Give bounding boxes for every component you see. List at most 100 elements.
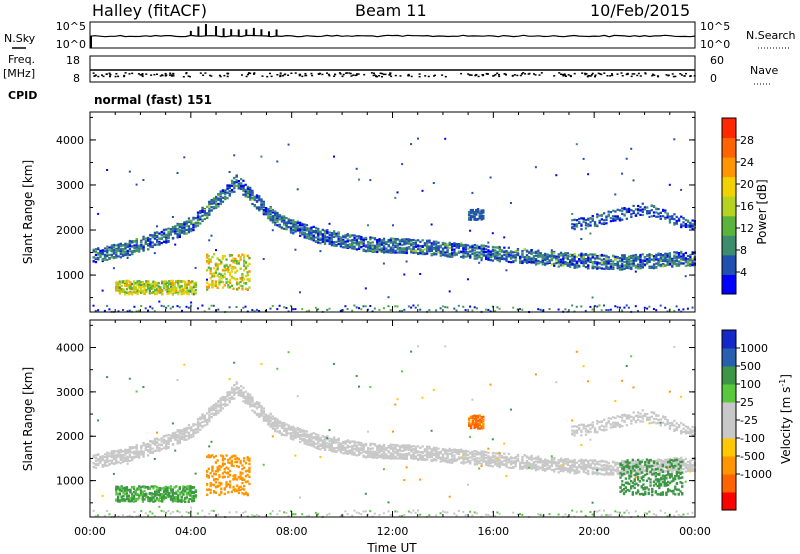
power-echo-cell — [623, 306, 626, 309]
power-echo-cell — [323, 232, 327, 235]
velocity-echo-cell — [210, 416, 213, 419]
power-echo-cell — [612, 217, 615, 220]
velocity-echo-cell — [187, 434, 191, 437]
power-echo-cell — [292, 221, 295, 224]
velocity-echo-cell — [244, 402, 247, 405]
power-echo-cell — [639, 260, 642, 264]
power-echo-cell — [380, 239, 383, 242]
power-echo-cell — [652, 211, 656, 214]
power-echo-cell — [283, 218, 286, 221]
power-echo-cell — [169, 230, 172, 233]
power-echo-cell — [276, 219, 279, 222]
power-echo-cell — [473, 254, 476, 257]
power-echo-cell — [108, 308, 111, 311]
power-echo-cell — [686, 263, 690, 266]
nave-dot — [378, 75, 381, 77]
power-echo-cell — [312, 235, 315, 238]
velocity-echo-cell — [110, 452, 113, 455]
nave-dot — [319, 72, 322, 75]
nave-dot — [563, 73, 566, 75]
power-echo-cell — [276, 213, 279, 216]
velocity-echo-cell — [269, 425, 272, 428]
power-echo-cell — [303, 231, 306, 234]
power-echo-cell — [528, 259, 531, 262]
power-echo-cell — [432, 240, 436, 243]
power-echo-cell — [587, 256, 590, 260]
power-echo-cell — [684, 225, 687, 228]
power-echo-cell — [609, 259, 613, 262]
power-echo-cell — [668, 258, 672, 261]
power-echo-cell — [308, 237, 311, 240]
power-echo-cell — [362, 248, 365, 251]
power-echo-cell — [321, 236, 324, 239]
velocity-echo-cell — [206, 412, 209, 415]
velocity-echo-cell — [174, 449, 177, 452]
velocity-echo-cell — [176, 430, 179, 433]
power-echo-cell — [269, 218, 272, 221]
power-echo-cell — [471, 244, 474, 247]
power-echo-cell — [627, 267, 631, 270]
power-echo-cell — [237, 180, 240, 183]
power-echo-cell — [609, 262, 613, 265]
nave-dot — [279, 75, 282, 77]
power-echo-cell — [209, 260, 212, 263]
power-echo-cell — [242, 306, 245, 309]
velocity-echo-cell — [310, 438, 313, 441]
power-echo-cell — [505, 255, 508, 258]
power-echo-cell — [641, 202, 644, 205]
power-echo-cell — [575, 225, 579, 228]
nave-dot — [270, 75, 273, 78]
power-echo-cell — [382, 248, 386, 251]
velocity-echo-cell — [176, 440, 179, 443]
power-echo-cell — [233, 187, 236, 190]
velocity-echo-cell — [317, 513, 320, 516]
power-echo-cell — [369, 241, 372, 244]
power-echo-cell — [358, 246, 361, 249]
power-echo-cell — [539, 254, 542, 257]
power-echo-cell — [274, 223, 277, 226]
power-echo-cell — [237, 262, 240, 265]
power-echo-cell — [689, 221, 692, 224]
power-echo-cell — [455, 242, 458, 246]
power-echo-cell — [541, 259, 544, 262]
power-echo-cell — [125, 291, 129, 294]
power-echo-cell — [507, 251, 510, 255]
power-echo-cell — [110, 256, 113, 259]
power-echo-cell — [323, 238, 327, 241]
velocity-echo-cell — [212, 509, 215, 512]
power-echo-cell — [616, 208, 619, 211]
power-echo-cell — [232, 287, 235, 290]
velocity-echo-cell — [160, 509, 163, 512]
power-echo-cell — [675, 264, 678, 267]
power-echo-cell — [168, 288, 171, 291]
power-echo-cell — [208, 200, 211, 203]
velocity-echo-cell — [169, 438, 172, 441]
velocity-echo-cell — [126, 448, 129, 452]
velocity-echo-cell — [289, 435, 293, 438]
velocity-echo-cell — [185, 429, 188, 432]
power-echo-cell — [659, 215, 662, 218]
power-echo-cell — [128, 170, 131, 173]
power-echo-cell — [143, 285, 146, 288]
power-echo-cell — [387, 305, 390, 308]
power-echo-cell — [156, 225, 158, 228]
power-echo-cell — [103, 258, 107, 262]
power-echo-cell — [274, 210, 277, 213]
velocity-echo-cell — [162, 510, 165, 513]
power-echo-cell — [147, 248, 150, 251]
power-echo-cell — [144, 307, 147, 310]
power-echo-cell — [241, 273, 244, 276]
power-echo-cell — [598, 261, 601, 265]
power-echo-cell — [557, 308, 560, 311]
power-echo-cell — [342, 234, 345, 237]
power-echo-cell — [166, 281, 169, 284]
power-echo-cell — [227, 284, 230, 287]
velocity-echo-cell — [171, 510, 174, 513]
power-echo-cell — [191, 292, 194, 295]
velocity-echo-cell — [235, 381, 238, 384]
power-echo-cell — [468, 214, 471, 217]
power-echo-cell — [371, 241, 374, 244]
power-echo-cell — [115, 256, 118, 259]
power-echo-cell — [149, 242, 152, 246]
power-echo-cell — [682, 253, 685, 256]
